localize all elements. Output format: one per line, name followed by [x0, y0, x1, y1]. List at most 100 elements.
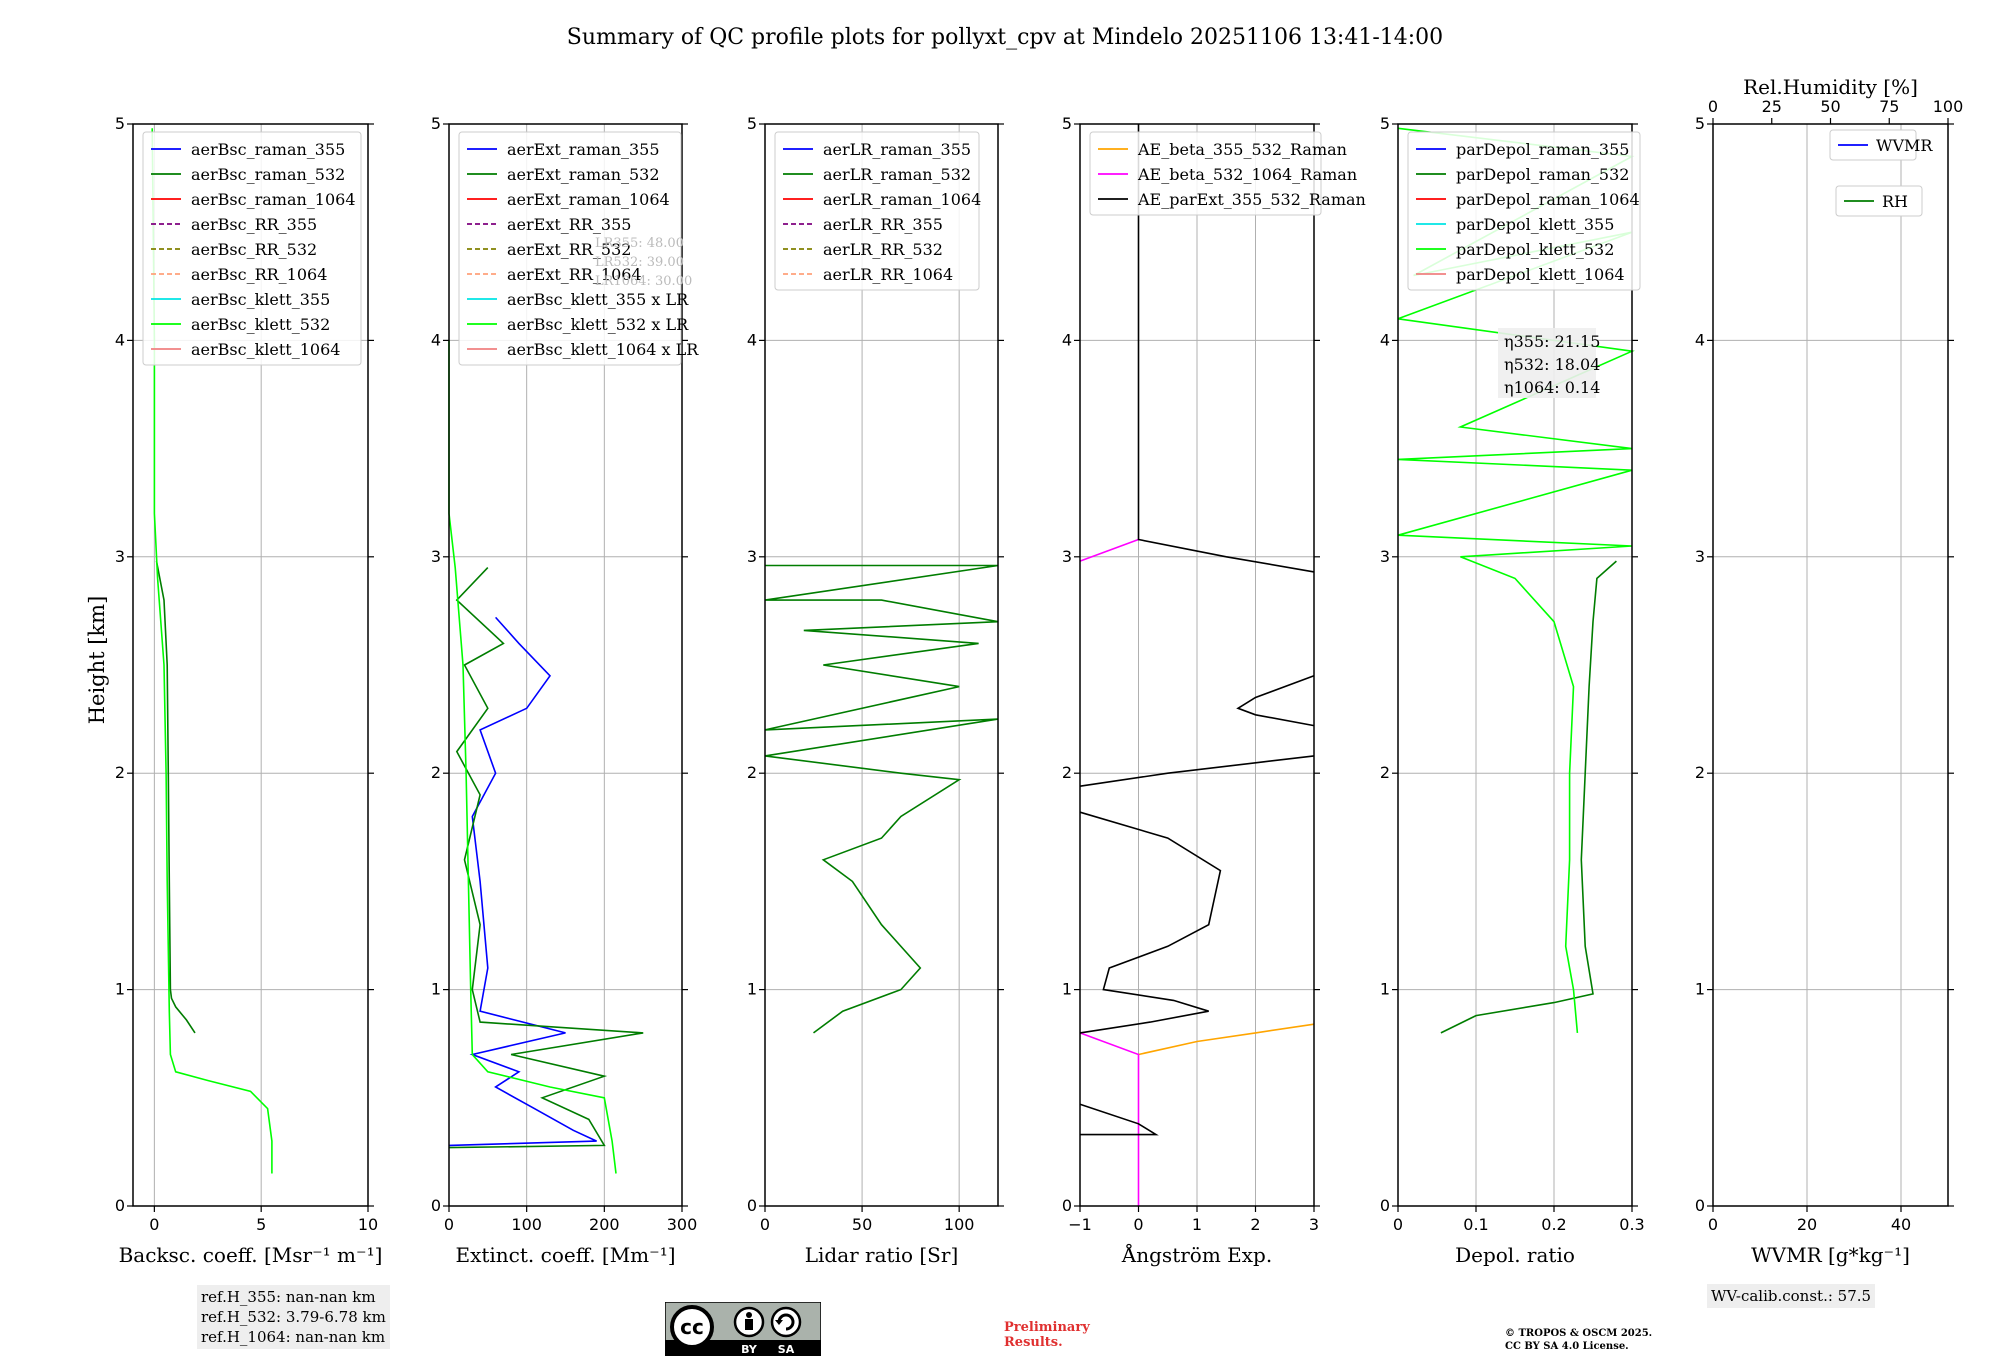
y-tick-label: 1 [1695, 980, 1705, 999]
eta-value: η1064: 0.14 [1504, 378, 1600, 397]
legend-entry: aerLR_raman_532 [823, 165, 971, 184]
x-tick-label: 100 [944, 1215, 975, 1234]
legend-entry: parDepol_klett_532 [1456, 240, 1614, 259]
legend-entry: parDepol_klett_1064 [1456, 265, 1625, 284]
legend-entry: aerBsc_klett_355 x LR [507, 290, 689, 309]
top-x-tick-label: 75 [1879, 97, 1899, 116]
eta-value: η532: 18.04 [1504, 355, 1600, 374]
y-tick-label: 0 [1062, 1196, 1072, 1215]
legend-entry: aerBsc_klett_355 [191, 290, 330, 309]
series-line [1079, 755, 1315, 787]
x-tick-label: 3 [1309, 1215, 1319, 1234]
x-tick-label: 0.1 [1463, 1215, 1488, 1234]
copyright-line-2: CC BY SA 4.0 License. [1505, 1341, 1629, 1352]
y-tick-label: 0 [1695, 1196, 1705, 1215]
series-line [448, 567, 644, 1149]
legend: aerBsc_raman_355 aerBsc_raman_532 aerBsc_r… [142, 131, 362, 366]
top-x-tick-label: 25 [1762, 97, 1782, 116]
x-tick-label: 0 [760, 1215, 770, 1234]
y-tick-label: 1 [747, 980, 757, 999]
y-tick-label: 2 [115, 763, 125, 782]
y-tick-label: 4 [115, 330, 125, 349]
x-tick-label: 300 [667, 1215, 698, 1234]
y-tick-label: 4 [1380, 330, 1390, 349]
y-tick-label: 3 [747, 547, 757, 566]
series-line [1079, 538, 1139, 562]
legend-entry: AE_beta_355_532_Raman [1137, 140, 1347, 159]
lr-note: LR1064: 30.00 [595, 274, 692, 289]
y-tick-label: 2 [1380, 763, 1390, 782]
legend-entry: aerLR_RR_355 [823, 215, 943, 234]
x-axis-label: Depol. ratio [1455, 1243, 1575, 1267]
lr-note: LR532: 39.00 [595, 255, 684, 270]
x-tick-label: 0.3 [1619, 1215, 1644, 1234]
legend-entry: parDepol_raman_532 [1456, 165, 1629, 184]
x-tick-label: 10 [358, 1215, 378, 1234]
cc-text: cc [680, 1315, 704, 1339]
series-line [1236, 675, 1315, 727]
x-tick-label: 0 [1708, 1215, 1718, 1234]
y-tick-label: 1 [431, 980, 441, 999]
x-tick-label: 0.2 [1541, 1215, 1566, 1234]
series-line [1079, 1103, 1159, 1136]
y-tick-label: 5 [1695, 114, 1705, 133]
x-tick-label: 40 [1891, 1215, 1911, 1234]
panel-lr: 0 50 100 0 1 2 3 4 5 Lidar ratio [Sr] aerLR_raman_… [747, 114, 1004, 1267]
y-tick-label: 3 [1380, 547, 1390, 566]
y-tick-label: 4 [1695, 330, 1705, 349]
x-tick-label: 5 [256, 1215, 266, 1234]
x-tick-label: 0 [1133, 1215, 1143, 1234]
x-tick-label: 100 [511, 1215, 542, 1234]
top-x-axis-label: Rel.Humidity [%] [1743, 75, 1918, 99]
y-tick-label: 3 [115, 547, 125, 566]
preliminary-line-2: Results. [1004, 1335, 1063, 1350]
legend: parDepol_raman_355 parDepol_raman_532 parD… [1407, 131, 1641, 291]
series-line [764, 564, 999, 1034]
y-tick-label: 0 [115, 1196, 125, 1215]
wv-calib-box: WV-calib.const.: 57.5 [1707, 1284, 1876, 1308]
legend-entry: aerLR_RR_532 [823, 240, 943, 259]
y-tick-label: 5 [115, 114, 125, 133]
x-tick-label: 2 [1250, 1215, 1260, 1234]
legend-entry: aerBsc_raman_1064 [191, 190, 356, 209]
y-tick-label: 5 [747, 114, 757, 133]
y-tick-label: 0 [747, 1196, 757, 1215]
y-tick-label: 5 [1380, 114, 1390, 133]
axes-frame [1712, 123, 1949, 1207]
x-tick-label: 0 [149, 1215, 159, 1234]
legend-entry: aerBsc_klett_1064 x LR [507, 340, 699, 359]
series-line [1440, 560, 1617, 1034]
axes-frame [132, 123, 369, 1207]
copyright-line-1: © TROPOS & OSCM 2025. [1505, 1328, 1653, 1339]
y-tick-label: 2 [747, 763, 757, 782]
panel-depol: 0 0.1 0.2 0.3 0 1 2 3 4 5 Depol. ratio parDepol_ram… [1380, 114, 1645, 1267]
top-x-tick-label: 0 [1708, 97, 1718, 116]
legend-entry: aerBsc_klett_1064 [191, 340, 340, 359]
x-tick-label: 1 [1192, 1215, 1202, 1234]
x-axis-label: Backsc. coeff. [Msr⁻¹ m⁻¹] [119, 1243, 383, 1267]
share-alike-icon [770, 1306, 802, 1338]
x-axis-label: Ångström Exp. [1121, 1242, 1272, 1267]
legend-entry: aerBsc_raman_532 [191, 165, 345, 184]
y-tick-label: 5 [431, 114, 441, 133]
legend-entry: WVMR [1876, 136, 1933, 155]
legend-entry: aerBsc_RR_355 [191, 215, 317, 234]
y-tick-label: 1 [1380, 980, 1390, 999]
legend-entry: aerBsc_raman_355 [191, 140, 345, 159]
axes-frame [448, 123, 683, 1207]
legend-entry: aerExt_raman_532 [507, 165, 660, 184]
series-line [1138, 1023, 1315, 1056]
legend-entry: RH [1882, 192, 1908, 211]
y-tick-label: 4 [1062, 330, 1072, 349]
x-tick-label: 0 [444, 1215, 454, 1234]
preliminary-note: Preliminary Results. [1004, 1320, 1090, 1350]
lr-note: LR355: 48.00 [595, 236, 684, 251]
y-tick-label: 4 [747, 330, 757, 349]
legend-entry: aerExt_RR_355 [507, 215, 631, 234]
y-tick-label: 2 [1695, 763, 1705, 782]
panel-wv: 0 20 40 0 1 2 3 4 5 WVMR [g*kg⁻¹] 0 25 50 75 100 Rel.Hu… [1695, 75, 1963, 1267]
legend-entry: aerLR_raman_355 [823, 140, 971, 159]
top-x-tick-label: 100 [1933, 97, 1964, 116]
